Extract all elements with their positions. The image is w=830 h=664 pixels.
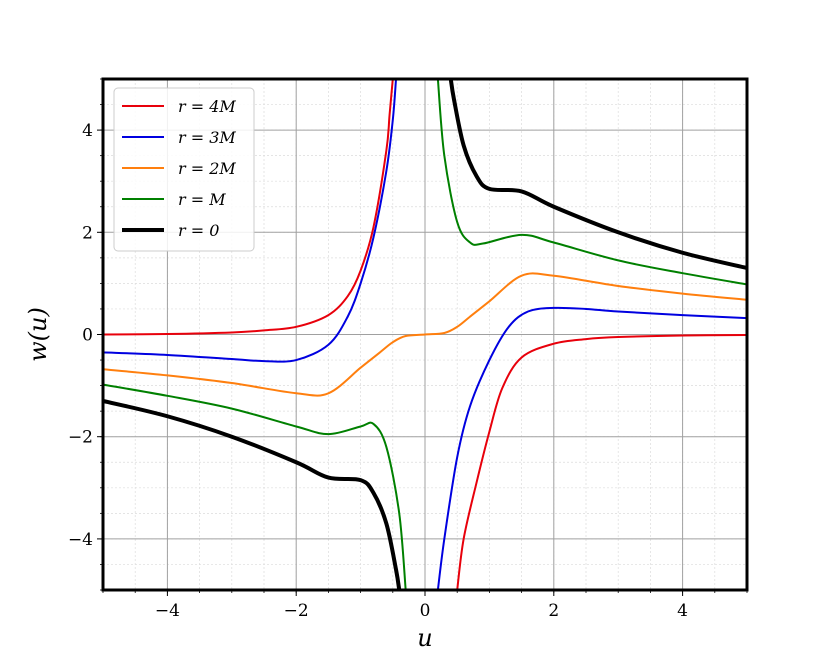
y-axis-label: w(u) [24, 307, 52, 362]
series-line-1-segment-0 [103, 79, 398, 363]
ticks-layer: −4 −2 0 2 4 −4 −2 0 2 4 [68, 78, 748, 621]
series-line-3-segment-1 [436, 79, 747, 286]
legend-label-0: r = 4M [178, 97, 236, 116]
x-axis-label: u [417, 624, 432, 652]
series-line-4-segment-0 [103, 398, 402, 590]
series-line-4-segment-1 [448, 79, 747, 271]
x-tick-label: 2 [548, 601, 559, 621]
y-tick-label: 2 [82, 223, 93, 243]
legend-label-1: r = 3M [178, 128, 236, 147]
y-tick-label: −2 [68, 428, 93, 448]
legend-label-4: r = 0 [178, 221, 219, 240]
y-tick-label: 4 [82, 121, 93, 141]
series-line-0-segment-0 [103, 79, 394, 336]
y-tick-label: −4 [68, 530, 93, 550]
series-line-3-segment-0 [103, 383, 407, 590]
series-line-0-segment-1 [456, 334, 747, 590]
legend-label-2: r = 2M [178, 159, 236, 178]
x-tick-label: 0 [420, 601, 431, 621]
x-tick-label: −2 [284, 601, 309, 621]
series-line-1-segment-1 [436, 306, 747, 590]
x-tick-label: −4 [155, 601, 180, 621]
legend-box [113, 87, 255, 252]
series-layer [103, 79, 747, 590]
legend: r = 4M r = 3M r = 2M r = M r = 0 [113, 87, 255, 252]
legend-label-3: r = M [178, 190, 226, 209]
y-tick-label: 0 [82, 326, 93, 346]
x-tick-label: 4 [677, 601, 688, 621]
series-line-2-segment-0 [103, 272, 747, 397]
